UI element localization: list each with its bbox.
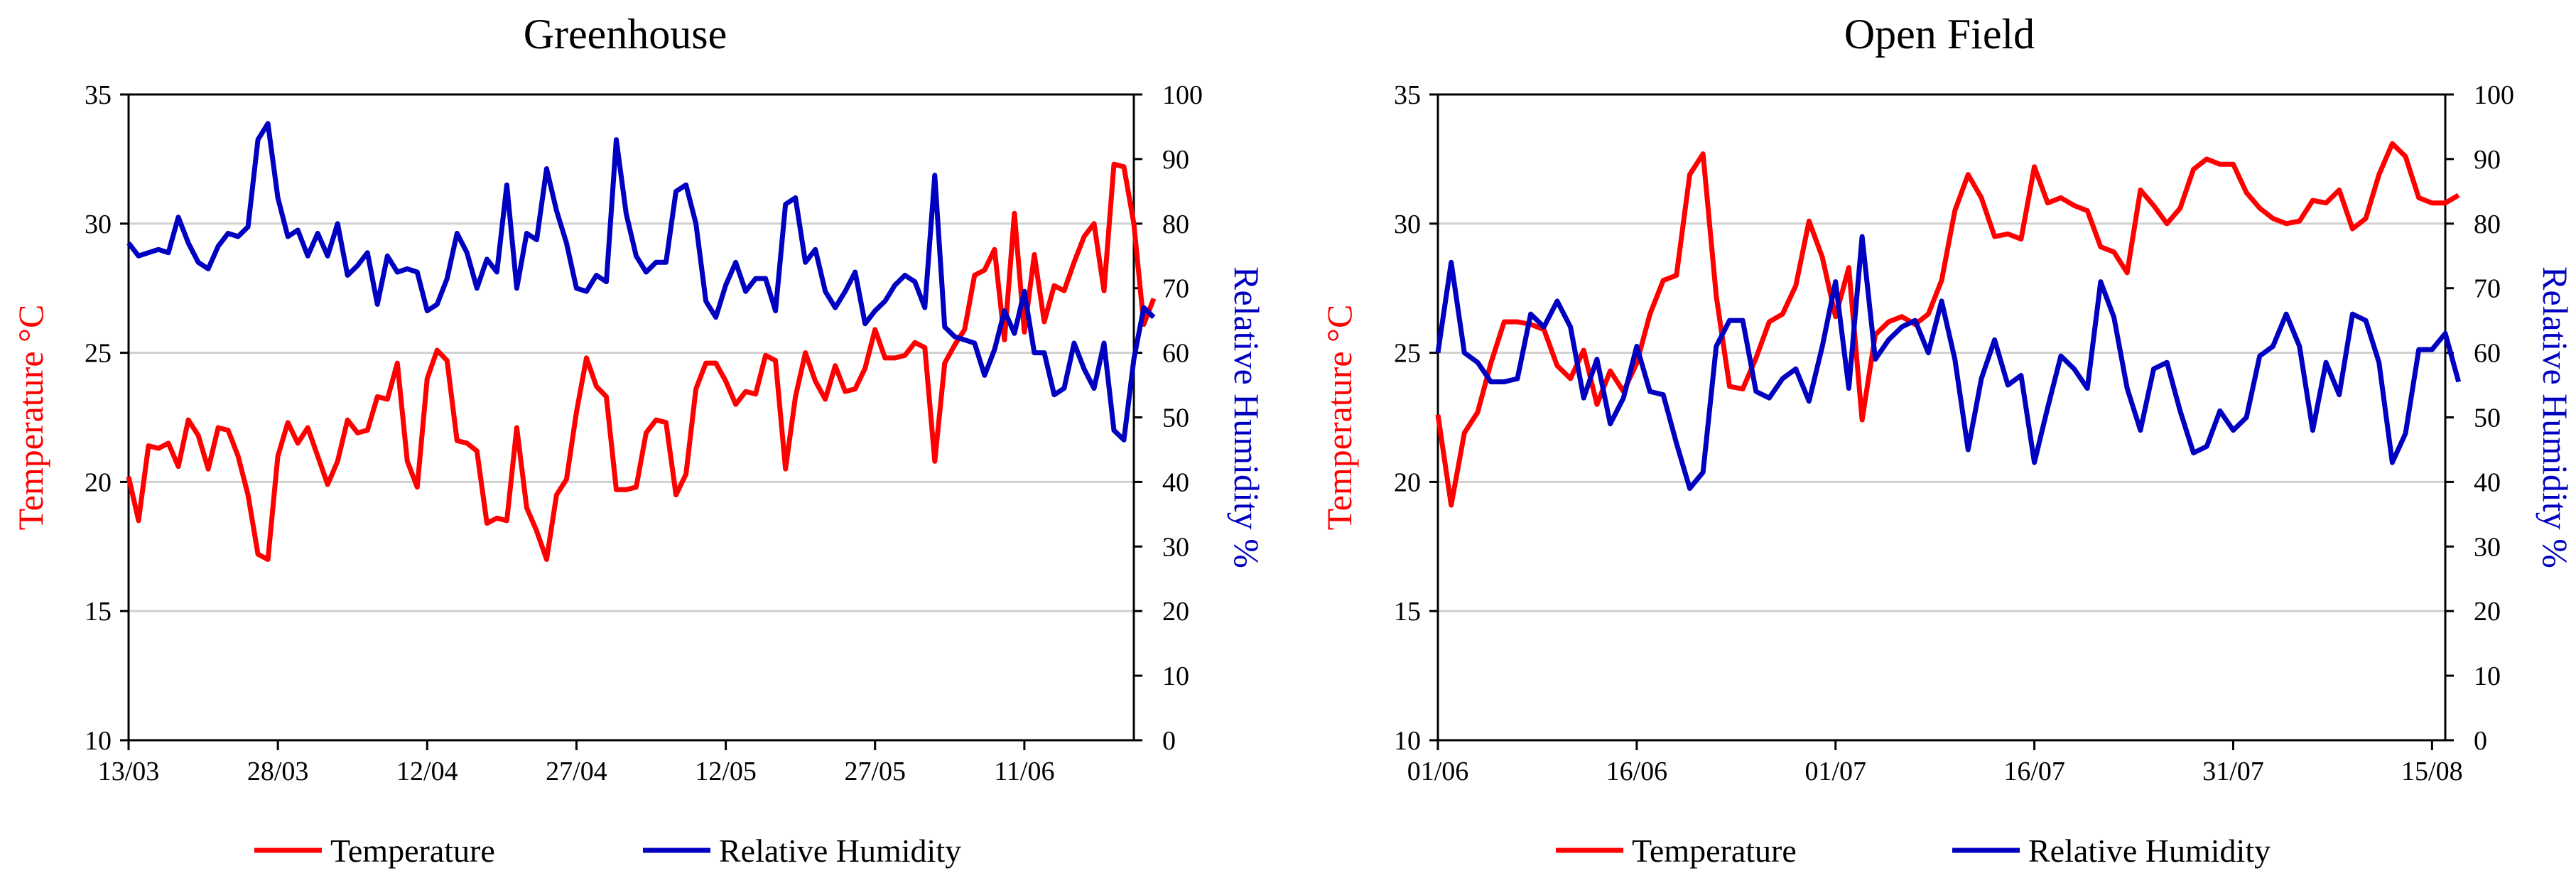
y-right-tick-label: 10 — [1162, 661, 1189, 691]
humidity-series-line — [126, 121, 1156, 443]
y-right-tick-label: 20 — [1162, 597, 1189, 627]
plot-frame — [1436, 93, 2447, 742]
chart-title: Greenhouse — [524, 11, 727, 58]
x-tick-label: 15/08 — [2401, 757, 2463, 786]
y-right-tick-label: 30 — [1162, 532, 1189, 562]
y-left-tick-label: 10 — [85, 726, 112, 756]
y-right-tick-label: 80 — [2474, 210, 2501, 239]
y-right-tick-label: 20 — [2474, 597, 2501, 627]
x-tick-label: 16/06 — [1606, 757, 1668, 786]
x-tick-label: 27/05 — [844, 757, 906, 786]
y-right-tick-label: 60 — [2474, 339, 2501, 369]
y-left-tick-label: 15 — [1394, 597, 1421, 627]
y-right-tick-label: 50 — [2474, 404, 2501, 433]
y-left-axis-label: Temperature °C — [11, 305, 50, 531]
x-tick-label: 13/03 — [98, 757, 160, 786]
y-right-tick-label: 10 — [2474, 661, 2501, 691]
y-right-tick-label: 80 — [1162, 210, 1189, 239]
x-tick-label: 12/04 — [396, 757, 458, 786]
legend-humidity-label: Relative Humidity — [2028, 833, 2271, 869]
chart-open-field: Open Field 10 15 20 25 30 35 0 10 20 30 40 50 60 70 80 9… — [1319, 11, 2575, 869]
chart-title: Open Field — [1844, 11, 2035, 58]
y-right-tick-label: 90 — [2474, 145, 2501, 175]
humidity-series-line — [1435, 234, 2462, 491]
y-right-tick-label: 70 — [2474, 274, 2501, 304]
y-right-tick-label: 40 — [2474, 467, 2501, 497]
y-right-tick-label: 90 — [1162, 145, 1189, 175]
y-right-tick-label: 0 — [2474, 726, 2487, 756]
x-tick-label: 11/06 — [994, 757, 1054, 786]
legend-humidity-label: Relative Humidity — [719, 833, 961, 869]
y-left-tick-label: 30 — [1394, 210, 1421, 239]
legend-temperature-label: Temperature — [1632, 833, 1797, 869]
x-tick-label: 31/07 — [2202, 757, 2264, 786]
y-left-axis-label: Temperature °C — [1319, 305, 1359, 531]
chart-greenhouse: Greenhouse 10 15 20 25 30 35 0 10 20 30 40 50 60 70 80 9… — [11, 11, 1267, 869]
y-left-tick-label: 20 — [85, 467, 112, 497]
temperature-series-line — [126, 161, 1157, 562]
y-left-tick-label: 15 — [85, 597, 112, 627]
y-right-axis-label: Relative Humidity % — [1227, 266, 1267, 568]
legend-temperature-label: Temperature — [330, 833, 495, 869]
y-right-tick-label: 40 — [1162, 467, 1189, 497]
y-right-tick-label: 100 — [2474, 80, 2514, 110]
x-tick-label: 01/06 — [1407, 757, 1469, 786]
x-tick-label: 28/03 — [247, 757, 309, 786]
y-left-tick-label: 25 — [85, 339, 112, 369]
y-left-tick-label: 35 — [1394, 80, 1421, 110]
y-right-tick-label: 100 — [1162, 80, 1203, 110]
x-tick-label: 27/04 — [546, 757, 607, 786]
y-right-tick-label: 60 — [1162, 339, 1189, 369]
plot-frame — [127, 93, 1135, 742]
y-left-tick-label: 35 — [85, 80, 112, 110]
y-left-tick-label: 30 — [85, 210, 112, 239]
temperature-series-line — [1435, 141, 2460, 508]
x-tick-label: 12/05 — [695, 757, 757, 786]
y-left-tick-label: 10 — [1394, 726, 1421, 756]
y-right-tick-label: 70 — [1162, 274, 1189, 304]
y-right-tick-label: 50 — [1162, 404, 1189, 433]
x-tick-label: 01/07 — [1804, 757, 1866, 786]
x-tick-label: 16/07 — [2003, 757, 2065, 786]
y-left-tick-label: 25 — [1394, 339, 1421, 369]
y-left-tick-label: 20 — [1394, 467, 1421, 497]
y-right-axis-label: Relative Humidity % — [2536, 266, 2575, 568]
y-right-tick-label: 30 — [2474, 532, 2501, 562]
y-right-tick-label: 0 — [1162, 726, 1176, 756]
